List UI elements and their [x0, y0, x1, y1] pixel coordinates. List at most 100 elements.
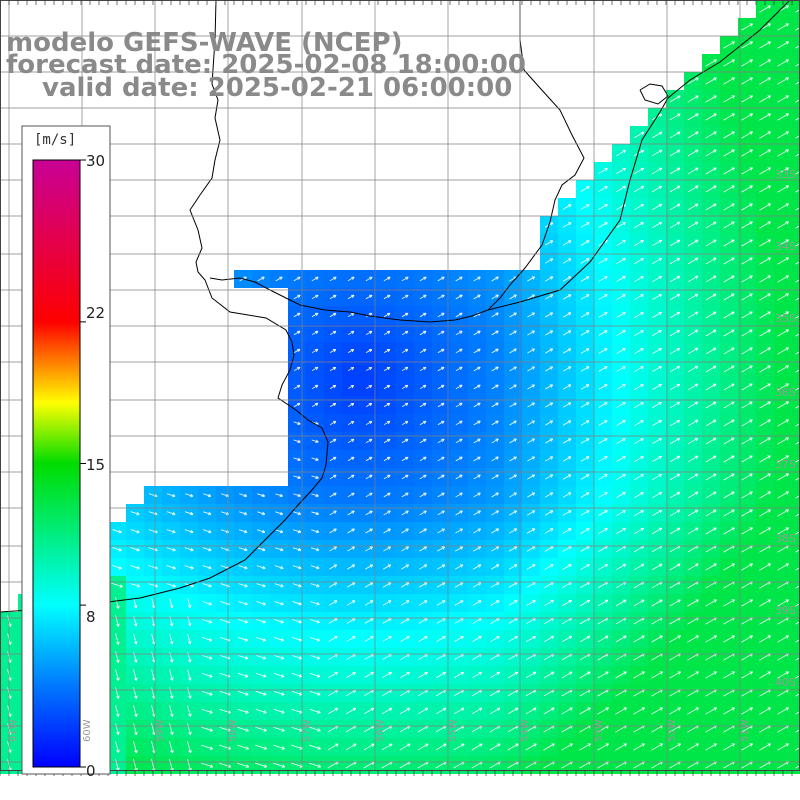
wind-arrow: [491, 384, 499, 390]
wind-arrow: [383, 366, 391, 371]
wind-cell: [792, 18, 800, 36]
wind-arrow: [401, 276, 409, 282]
wind-arrow: [455, 384, 463, 390]
wind-arrow: [545, 438, 554, 444]
wind-arrow: [634, 402, 644, 408]
wind-arrow: [562, 240, 572, 246]
wind-arrow: [401, 312, 409, 318]
wind-arrow: [257, 276, 265, 282]
wind-arrow: [633, 131, 645, 139]
wind-arrow: [741, 131, 753, 139]
wind-arrow: [723, 293, 735, 301]
colorbar-tick: 15: [86, 456, 106, 474]
wind-arrow: [473, 348, 481, 354]
wind-arrow: [705, 329, 717, 337]
wind-arrow: [419, 366, 427, 372]
wind-arrow: [455, 294, 463, 300]
wind-arrow: [795, 333, 800, 337]
wind-arrow: [634, 438, 644, 444]
wind-arrow: [527, 384, 535, 390]
wind-arrow: [741, 275, 753, 283]
wind-arrow: [383, 402, 391, 407]
wind-arrow: [741, 257, 753, 265]
wind-cell: [792, 36, 800, 54]
wind-arrow: [652, 419, 662, 426]
wind-arrow: [473, 402, 481, 408]
wind-arrow: [527, 456, 535, 462]
wind-arrow: [705, 365, 717, 373]
colorbar-tick: 8: [86, 608, 96, 626]
wind-arrow: [383, 438, 391, 444]
wind-arrow: [777, 347, 789, 355]
wind-cell: [792, 234, 800, 252]
wind-arrow: [293, 330, 301, 336]
valid-date: valid date: 2025-02-21 06:00:00: [42, 73, 513, 103]
wind-arrow: [634, 348, 644, 354]
wind-arrow: [527, 438, 535, 444]
wind-arrow: [437, 276, 445, 282]
wind-arrow: [687, 383, 699, 391]
wind-arrow: [329, 384, 337, 389]
wind-arrow: [401, 348, 409, 354]
wind-arrow: [795, 27, 800, 31]
wind-arrow: [562, 330, 572, 336]
wind-cell: [792, 594, 800, 612]
wind-arrow: [527, 312, 535, 318]
wind-arrow: [687, 185, 699, 193]
wind-arrow: [705, 257, 717, 265]
wind-arrow: [723, 131, 735, 139]
wind-arrow: [365, 438, 373, 444]
wind-arrow: [652, 311, 662, 318]
wind-arrow: [795, 9, 800, 13]
wind-cell: [792, 522, 800, 540]
wind-arrow: [509, 420, 517, 426]
wind-arrow: [705, 185, 717, 193]
wind-arrow: [652, 437, 662, 444]
wind-cell: [792, 576, 800, 594]
wind-arrow: [562, 456, 572, 462]
colorbar-gradient: [32, 159, 81, 768]
wind-arrow: [347, 456, 355, 462]
wind-arrow: [616, 312, 626, 318]
wind-arrow: [293, 384, 301, 390]
wind-arrow: [670, 347, 681, 355]
wind-arrow: [419, 456, 427, 462]
wind-arrow: [795, 225, 800, 229]
wind-arrow: [795, 405, 800, 409]
lat-label: 34S: [775, 240, 796, 253]
wind-arrow: [419, 276, 427, 282]
wind-arrow: [455, 456, 463, 462]
wind-arrow: [562, 366, 572, 372]
wind-arrow: [741, 113, 753, 121]
wind-arrow: [616, 258, 626, 264]
wind-arrow: [777, 113, 789, 121]
wind-cell: [792, 702, 800, 720]
wind-arrow: [705, 311, 717, 319]
wind-arrow: [545, 456, 554, 462]
wind-cell: [792, 270, 800, 288]
wind-arrow: [759, 419, 771, 427]
wind-arrow: [759, 383, 771, 391]
wind-cell: [792, 414, 800, 432]
wind-arrow: [580, 402, 590, 408]
wind-arrow: [741, 23, 753, 31]
wind-arrow: [545, 420, 554, 426]
wind-arrow: [634, 312, 644, 318]
wind-arrow: [562, 312, 572, 318]
wind-arrow: [473, 384, 481, 390]
wind-arrow: [347, 420, 355, 426]
wind-arrow: [723, 239, 735, 247]
wind-arrow: [777, 257, 789, 265]
wind-cell: [792, 360, 800, 378]
wind-arrow: [634, 149, 645, 157]
wind-cell: [792, 450, 800, 468]
wind-arrow: [329, 366, 337, 371]
wind-arrow: [580, 276, 590, 282]
wind-arrow: [347, 348, 355, 353]
wind-arrow: [616, 366, 626, 372]
wind-arrow: [723, 347, 735, 355]
wind-arrow: [670, 293, 681, 301]
wind-arrow: [723, 275, 735, 283]
wind-arrow: [634, 294, 644, 300]
